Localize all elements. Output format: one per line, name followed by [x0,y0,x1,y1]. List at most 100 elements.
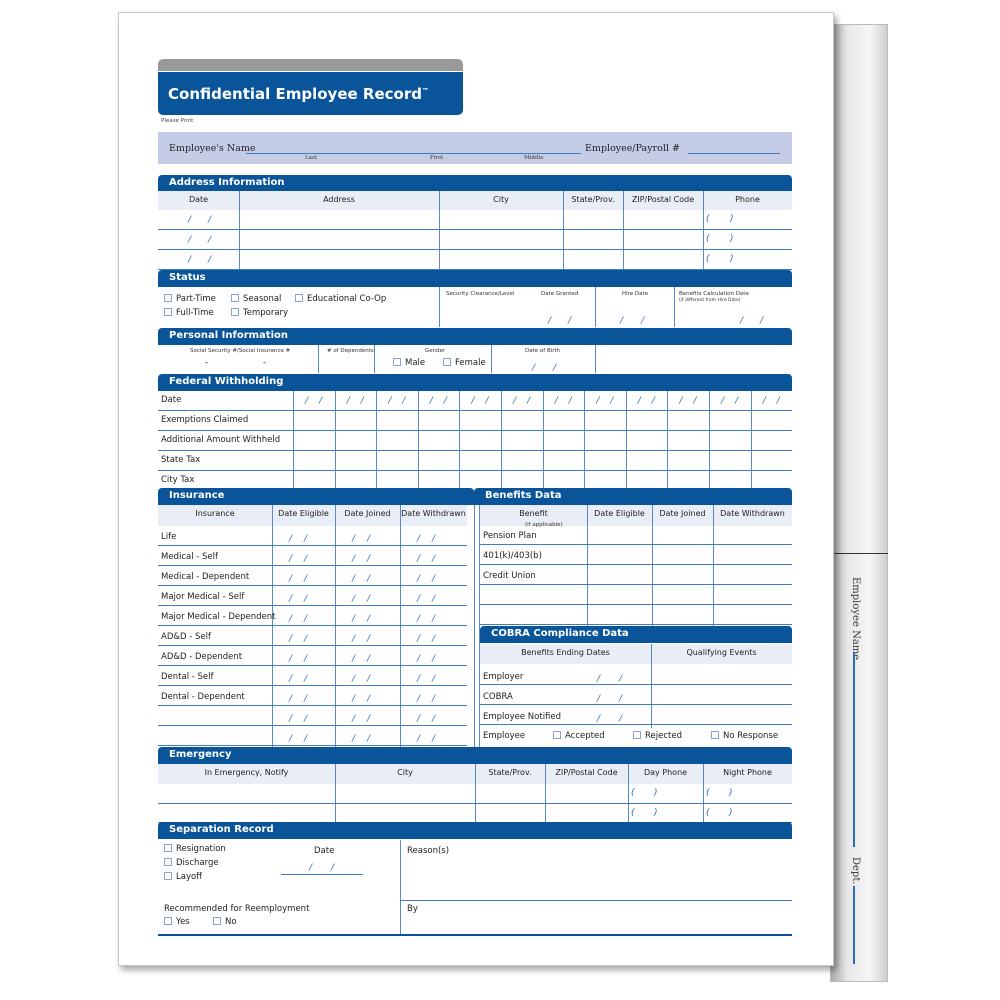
date-separator: / [352,594,356,604]
full-time-checkbox[interactable]: Full-Time [164,308,214,318]
discharge-checkbox[interactable]: Discharge [164,858,219,868]
checkbox-icon[interactable] [711,731,719,739]
federal-row[interactable] [158,470,792,471]
checkbox-icon[interactable] [231,308,239,316]
reasons-field[interactable] [400,900,792,901]
date-separator: / [304,654,308,664]
separation-date-field[interactable] [281,874,363,875]
date-separator: / [352,634,356,644]
divider [542,391,544,488]
payroll-field[interactable] [688,153,780,154]
checkbox-icon[interactable] [231,294,239,302]
insurance-row-label: AD&D - Self [161,632,211,642]
date-separator: / [735,396,739,406]
federal-row[interactable] [158,410,792,411]
benefits-row[interactable] [480,624,792,625]
benefits-row[interactable] [480,604,792,605]
reemploy-yes-checkbox[interactable]: Yes [164,917,190,927]
date-separator: / [619,694,623,704]
date-separator: / [367,714,371,724]
checkbox-icon[interactable] [164,917,172,925]
phone-paren: ( [706,254,710,264]
divider [703,191,704,270]
date-separator: / [762,396,766,406]
educational-coop-checkbox[interactable]: Educational Co-Op [295,294,386,304]
federal-row[interactable] [158,450,792,451]
temporary-checkbox[interactable]: Temporary [231,308,288,318]
date-separator: / [304,694,308,704]
address-row[interactable] [158,249,792,250]
date-separator: / [417,574,421,584]
checkbox-icon[interactable] [633,731,641,739]
insurance-row[interactable] [158,665,467,666]
date-separator: / [289,714,293,724]
reemploy-no-checkbox[interactable]: No [213,917,237,927]
date-separator: / [417,554,421,564]
insurance-row-label: Medical - Dependent [161,572,250,582]
checkbox-icon[interactable] [393,358,401,366]
employee-name-field[interactable] [246,153,581,154]
cobra-row[interactable] [480,684,792,685]
no-response-checkbox[interactable]: No Response [711,731,778,741]
insurance-row[interactable] [158,565,467,566]
resignation-checkbox[interactable]: Resignation [164,844,226,854]
divider [501,391,502,488]
rejected-checkbox[interactable]: Rejected [633,731,682,741]
date-separator: / [309,863,313,873]
insurance-row[interactable] [158,685,467,686]
insurance-row[interactable] [158,645,467,646]
federal-row-label: City Tax [161,475,195,485]
checkbox-icon[interactable] [553,731,561,739]
benefits-row[interactable] [480,584,792,585]
layoff-checkbox[interactable]: Layoff [164,872,202,882]
section-benefits: Benefits Data [474,488,792,505]
benefits-col-header: Date Joined [652,505,713,526]
insurance-row[interactable] [158,745,467,746]
address-row[interactable] [158,269,792,270]
date-separator: / [289,674,293,684]
phone-paren: ( [706,808,710,818]
divider [674,287,675,327]
insurance-row[interactable] [158,605,467,606]
emergency-col-header: Day Phone [628,764,703,784]
date-separator: / [760,316,764,326]
checkbox-icon[interactable] [295,294,303,302]
date-separator: / [417,694,421,704]
part-time-checkbox[interactable]: Part-Time [164,294,216,304]
divider [491,345,492,373]
federal-row[interactable] [158,430,792,431]
emergency-row[interactable] [158,803,792,804]
checkbox-icon[interactable] [164,308,172,316]
seasonal-checkbox[interactable]: Seasonal [231,294,281,304]
insurance-row[interactable] [158,545,467,546]
benefits-calc-label: Benefits Calculation Date [679,291,749,297]
cobra-row[interactable] [480,704,792,705]
benefits-row[interactable] [480,564,792,565]
date-separator: / [352,574,356,584]
checkbox-icon[interactable] [164,872,172,880]
female-checkbox[interactable]: Female [443,358,486,368]
insurance-row[interactable] [158,625,467,626]
checkbox-icon[interactable] [213,917,221,925]
checkbox-icon[interactable] [443,358,451,366]
address-col-header: State/Prov. [563,191,623,210]
date-separator: / [417,734,421,744]
address-row[interactable] [158,229,792,230]
benefits-col-header: Date Withdrawn [713,505,792,526]
benefits-row[interactable] [480,544,792,545]
section-separation: Separation Record [158,822,792,839]
checkbox-icon[interactable] [164,858,172,866]
insurance-row-label: Life [161,532,177,542]
accepted-checkbox[interactable]: Accepted [553,731,605,741]
date-separator: / [304,554,308,564]
male-checkbox[interactable]: Male [393,358,425,368]
date-separator: / [289,534,293,544]
checkbox-icon[interactable] [164,844,172,852]
federal-row-label: Exemptions Claimed [161,415,249,425]
insurance-row[interactable] [158,705,467,706]
insurance-row[interactable] [158,585,467,586]
checkbox-icon[interactable] [164,294,172,302]
insurance-row[interactable] [158,725,467,726]
cobra-row[interactable] [480,724,792,725]
date-separator: / [352,554,356,564]
